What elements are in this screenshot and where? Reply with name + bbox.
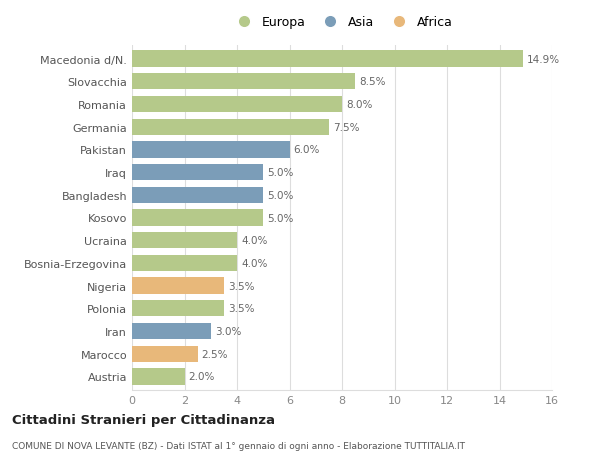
Bar <box>132 233 237 249</box>
Text: 4.0%: 4.0% <box>241 235 268 246</box>
Bar <box>132 323 211 339</box>
Bar <box>132 278 224 294</box>
Bar <box>132 369 185 385</box>
Bar <box>132 255 237 271</box>
Bar <box>132 119 329 135</box>
Text: COMUNE DI NOVA LEVANTE (BZ) - Dati ISTAT al 1° gennaio di ogni anno - Elaborazio: COMUNE DI NOVA LEVANTE (BZ) - Dati ISTAT… <box>12 441 465 450</box>
Text: 3.0%: 3.0% <box>215 326 241 336</box>
Text: 3.5%: 3.5% <box>228 281 254 291</box>
Text: 2.5%: 2.5% <box>202 349 228 359</box>
Text: 8.0%: 8.0% <box>346 100 373 110</box>
Bar <box>132 187 263 203</box>
Bar <box>132 51 523 67</box>
Bar <box>132 346 197 362</box>
Bar <box>132 165 263 181</box>
Text: 5.0%: 5.0% <box>267 190 293 201</box>
Bar <box>132 210 263 226</box>
Text: 8.5%: 8.5% <box>359 77 386 87</box>
Text: 7.5%: 7.5% <box>333 123 359 133</box>
Text: 5.0%: 5.0% <box>267 213 293 223</box>
Text: Cittadini Stranieri per Cittadinanza: Cittadini Stranieri per Cittadinanza <box>12 413 275 426</box>
Bar <box>132 97 342 113</box>
Text: 5.0%: 5.0% <box>267 168 293 178</box>
Bar <box>132 74 355 90</box>
Legend: Europa, Asia, Africa: Europa, Asia, Africa <box>228 12 456 33</box>
Text: 14.9%: 14.9% <box>527 55 560 64</box>
Bar <box>132 301 224 317</box>
Text: 6.0%: 6.0% <box>293 145 320 155</box>
Bar <box>132 142 290 158</box>
Text: 3.5%: 3.5% <box>228 303 254 313</box>
Text: 4.0%: 4.0% <box>241 258 268 269</box>
Text: 2.0%: 2.0% <box>188 372 215 381</box>
